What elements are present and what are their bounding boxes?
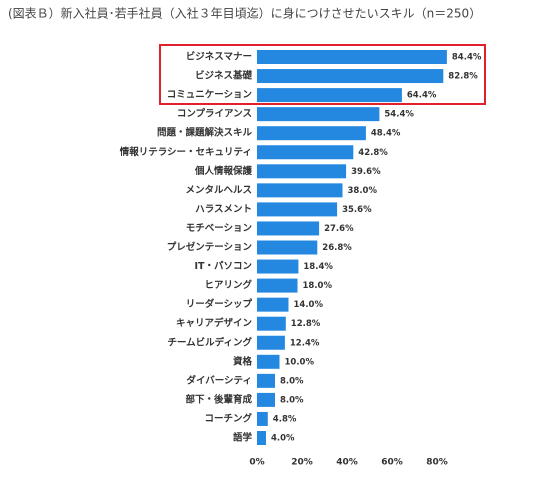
category-label: 語学 bbox=[233, 432, 253, 444]
bar bbox=[257, 373, 275, 388]
bar bbox=[257, 411, 268, 426]
category-label: ビジネス基礎 bbox=[195, 70, 253, 82]
category-label: ビジネスマナー bbox=[186, 51, 252, 63]
category-label: 部下・後輩育成 bbox=[185, 393, 252, 405]
bar bbox=[257, 183, 343, 198]
category-label: 個人情報保護 bbox=[194, 165, 253, 177]
bar bbox=[257, 392, 275, 407]
value-label: 8.0% bbox=[280, 395, 304, 405]
value-label: 38.0% bbox=[348, 186, 378, 196]
value-label: 4.8% bbox=[273, 414, 297, 424]
bar bbox=[257, 354, 280, 369]
category-label: ダイバーシティ bbox=[186, 374, 252, 386]
category-label: ハラスメント bbox=[195, 204, 252, 215]
bar bbox=[257, 88, 402, 103]
bar bbox=[257, 164, 347, 179]
x-tick-label: 40% bbox=[336, 458, 358, 468]
x-tick-label: 0% bbox=[249, 458, 264, 468]
bar bbox=[257, 259, 299, 274]
category-label: チームビルディング bbox=[167, 336, 252, 348]
value-label: 48.4% bbox=[371, 129, 401, 139]
value-label: 12.4% bbox=[290, 338, 320, 348]
highlight-box bbox=[159, 44, 486, 105]
category-label: プレゼンテーション bbox=[167, 241, 252, 253]
bar bbox=[257, 431, 266, 445]
value-label: 26.8% bbox=[322, 243, 352, 253]
value-label: 12.8% bbox=[291, 319, 321, 329]
value-label: 39.6% bbox=[351, 167, 381, 177]
bar bbox=[257, 202, 338, 217]
bar bbox=[257, 316, 286, 331]
bar bbox=[257, 50, 447, 64]
category-label: キャリアデザイン bbox=[176, 317, 252, 329]
value-label: 64.4% bbox=[407, 91, 437, 101]
x-tick-label: 20% bbox=[291, 458, 313, 468]
category-label: IT・パソコン bbox=[194, 260, 252, 272]
bar bbox=[257, 278, 298, 293]
bar bbox=[257, 107, 380, 122]
value-label: 84.4% bbox=[452, 53, 482, 63]
value-label: 8.0% bbox=[280, 376, 304, 386]
bar bbox=[257, 335, 285, 350]
value-label: 4.0% bbox=[271, 434, 295, 444]
category-label: モチベーション bbox=[186, 223, 252, 234]
category-label: 資格 bbox=[233, 355, 253, 367]
value-label: 27.6% bbox=[324, 224, 354, 234]
value-label: 82.8% bbox=[448, 72, 478, 82]
category-label: 情報リテラシー・セキュリティ bbox=[119, 146, 252, 158]
chart-title: (図表Ｂ）新入社員･若手社員（入社３年目頃迄）に身につけさせたいスキル（n＝25… bbox=[8, 6, 481, 21]
value-label: 42.8% bbox=[358, 148, 388, 158]
value-label: 54.4% bbox=[384, 110, 414, 120]
value-label: 35.6% bbox=[342, 205, 372, 215]
bar bbox=[257, 145, 354, 160]
bar bbox=[257, 240, 318, 255]
x-tick-label: 60% bbox=[381, 458, 403, 468]
category-label: リーダーシップ bbox=[186, 298, 253, 310]
bar bbox=[257, 69, 444, 84]
value-label: 10.0% bbox=[285, 357, 315, 367]
category-label: 問題・課題解決スキル bbox=[157, 127, 253, 139]
category-label: メンタルヘルス bbox=[185, 184, 252, 196]
category-label: ヒアリング bbox=[204, 279, 252, 291]
x-tick-label: 80% bbox=[426, 458, 448, 468]
value-label: 18.4% bbox=[303, 262, 333, 272]
category-label: コーチング bbox=[204, 412, 252, 424]
category-label: コミュニケーション bbox=[167, 90, 252, 101]
bar bbox=[257, 297, 289, 312]
value-label: 18.0% bbox=[303, 281, 333, 291]
category-label: コンプライアンス bbox=[177, 108, 252, 120]
bar bbox=[257, 126, 366, 141]
value-label: 14.0% bbox=[294, 300, 324, 310]
bar bbox=[257, 221, 320, 236]
